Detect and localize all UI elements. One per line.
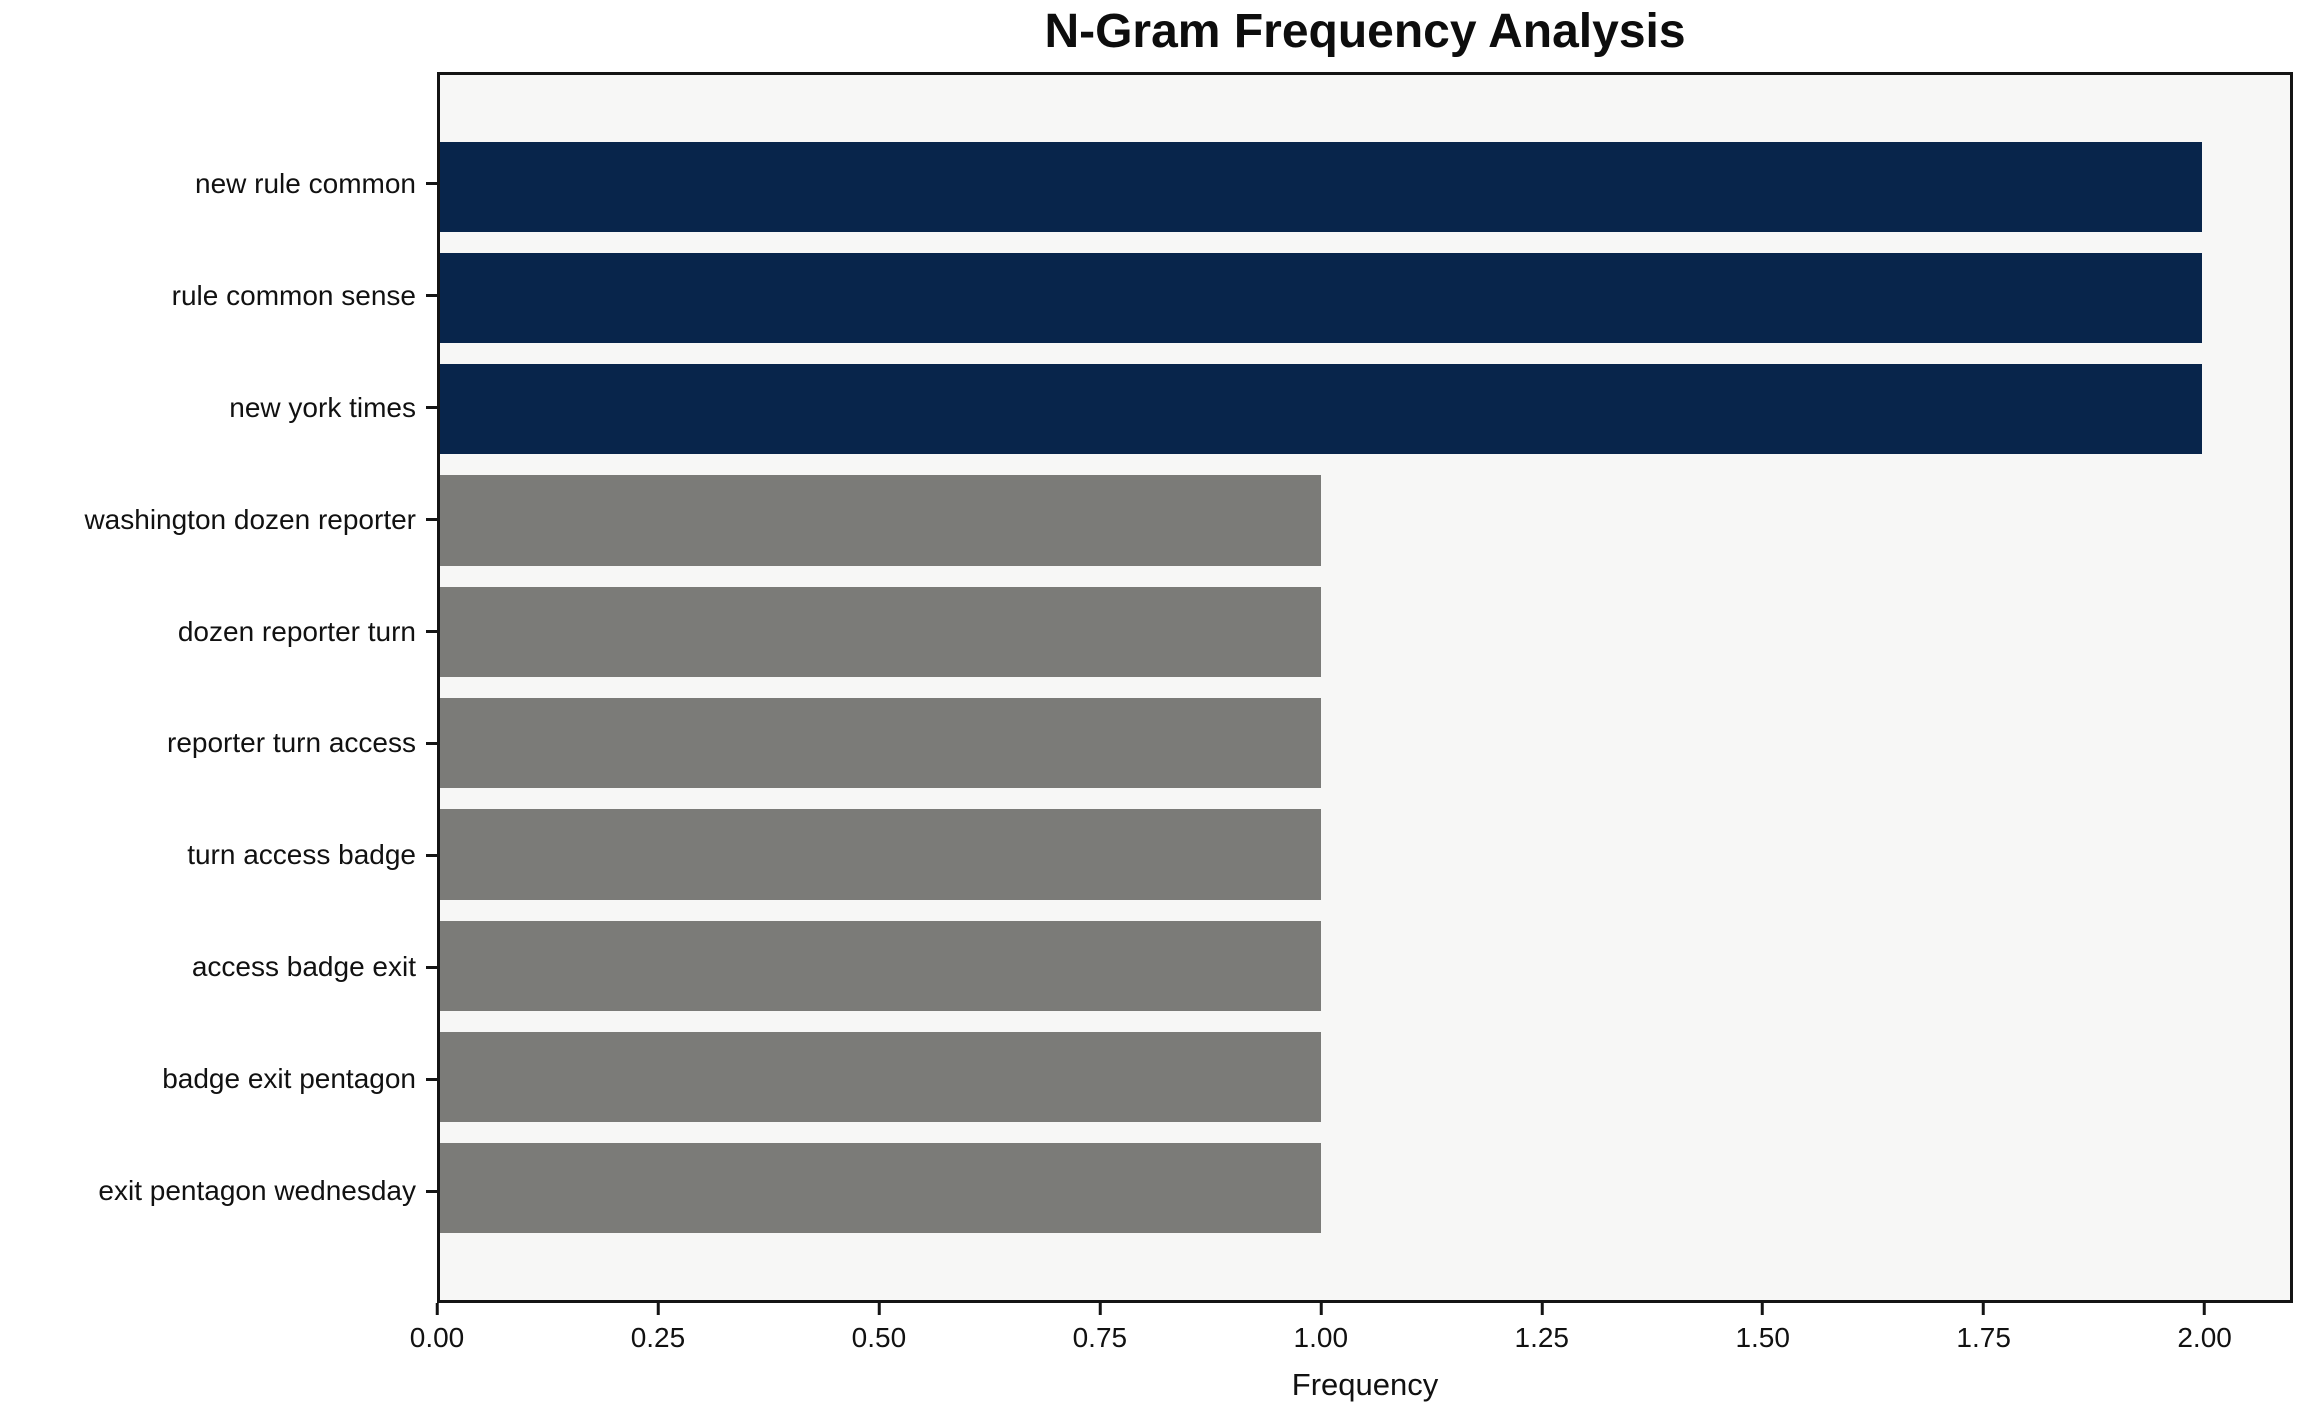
y-tick-mark: [426, 965, 437, 969]
x-tick-mark: [1982, 1303, 1986, 1315]
y-row: exit pentagon wednesday: [0, 1135, 437, 1247]
bar-new-york-times: [440, 364, 2202, 455]
x-axis: 0.00 0.25 0.50 0.75 1.00 1.25 1.50 1.75 2.00: [410, 1303, 2293, 1383]
x-tick: 0.50: [851, 1303, 907, 1354]
y-tick-label: access badge exit: [191, 951, 416, 983]
x-tick-mark: [656, 1303, 660, 1315]
bar-washington-dozen-reporter: [440, 475, 1321, 566]
y-tick-mark: [426, 853, 437, 857]
x-tick-label: 1.25: [1514, 1322, 1570, 1353]
x-tick-mark: [1761, 1303, 1765, 1315]
y-tick-mark: [426, 630, 437, 634]
x-tick-mark: [877, 1303, 881, 1315]
bar-row: [440, 465, 2290, 576]
y-tick-mark: [426, 741, 437, 745]
x-tick-label: 0.25: [630, 1322, 686, 1353]
x-tick-mark: [1319, 1303, 1323, 1315]
x-tick-label: 0.00: [409, 1322, 465, 1353]
bar-turn-access-badge: [440, 809, 1321, 900]
y-tick-label: reporter turn access: [167, 727, 416, 759]
bar-row: [440, 131, 2290, 242]
x-tick-mark: [1098, 1303, 1102, 1315]
y-tick-label: rule common sense: [171, 279, 416, 311]
y-tick-mark: [426, 518, 437, 522]
y-tick-mark: [426, 1189, 437, 1193]
bar-row: [440, 687, 2290, 798]
bar-rule-common-sense: [440, 252, 2202, 344]
y-row: turn access badge: [0, 799, 437, 911]
bars-container: [440, 131, 2290, 1244]
y-tick-label: new rule common: [195, 167, 416, 199]
x-tick: 0.75: [1072, 1303, 1128, 1354]
y-row: reporter turn access: [0, 688, 437, 800]
bar-row: [440, 242, 2290, 353]
x-tick-label: 2.00: [2177, 1322, 2232, 1353]
x-tick-label: 0.50: [851, 1322, 907, 1353]
bar-row: [440, 1021, 2290, 1132]
x-tick: 1.00: [1293, 1303, 1349, 1354]
bar-new-rule-common: [440, 141, 2202, 232]
bar-access-badge-exit: [440, 920, 1321, 1011]
x-axis-label: Frequency: [1291, 1367, 1439, 1402]
x-tick: 0.25: [630, 1303, 686, 1354]
x-tick: 1.75: [1956, 1303, 2011, 1354]
y-tick-label: exit pentagon wednesday: [98, 1175, 416, 1207]
y-tick-label: dozen reporter turn: [177, 615, 416, 647]
y-tick-label: washington dozen reporter: [84, 503, 416, 535]
y-row: access badge exit: [0, 911, 437, 1023]
x-tick-mark: [435, 1303, 439, 1315]
y-axis-labels: new rule common rule common sense new york…: [0, 128, 437, 1247]
y-row: new york times: [0, 352, 437, 464]
bar-row: [440, 799, 2290, 910]
bar-exit-pentagon-wednesday: [440, 1143, 1321, 1234]
y-tick-label: turn access badge: [187, 839, 416, 871]
bar-row: [440, 354, 2290, 465]
x-tick-mark: [1540, 1303, 1544, 1315]
y-tick-mark: [426, 294, 437, 298]
plot-area: [437, 72, 2293, 1303]
bar-reporter-turn-access: [440, 698, 1321, 789]
bar-row: [440, 910, 2290, 1021]
y-tick-mark: [426, 406, 437, 410]
x-tick-label: 1.50: [1735, 1322, 1790, 1353]
x-tick: 1.50: [1735, 1303, 1790, 1354]
bar-dozen-reporter-turn: [440, 586, 1321, 677]
y-tick-label: new york times: [229, 391, 416, 423]
y-tick-mark: [426, 1077, 437, 1081]
y-row: badge exit pentagon: [0, 1023, 437, 1135]
bar-badge-exit-pentagon: [440, 1031, 1321, 1123]
x-tick: 0.00: [409, 1303, 465, 1354]
x-tick-label: 0.75: [1072, 1322, 1128, 1353]
y-row: new rule common: [0, 128, 437, 240]
bar-row: [440, 576, 2290, 687]
y-tick-label: badge exit pentagon: [162, 1063, 416, 1095]
y-row: rule common sense: [0, 240, 437, 352]
x-tick-label: 1.00: [1293, 1322, 1349, 1353]
x-tick: 2.00: [2177, 1303, 2232, 1354]
x-tick-mark: [2203, 1303, 2207, 1315]
x-tick: 1.25: [1514, 1303, 1570, 1354]
y-axis: new rule common rule common sense new york…: [0, 72, 437, 1303]
y-tick-mark: [426, 182, 437, 186]
x-tick-label: 1.75: [1956, 1322, 2011, 1353]
bar-row: [440, 1133, 2290, 1244]
chart-title: N-Gram Frequency Analysis: [1044, 5, 1686, 58]
y-row: dozen reporter turn: [0, 576, 437, 688]
y-row: washington dozen reporter: [0, 464, 437, 576]
